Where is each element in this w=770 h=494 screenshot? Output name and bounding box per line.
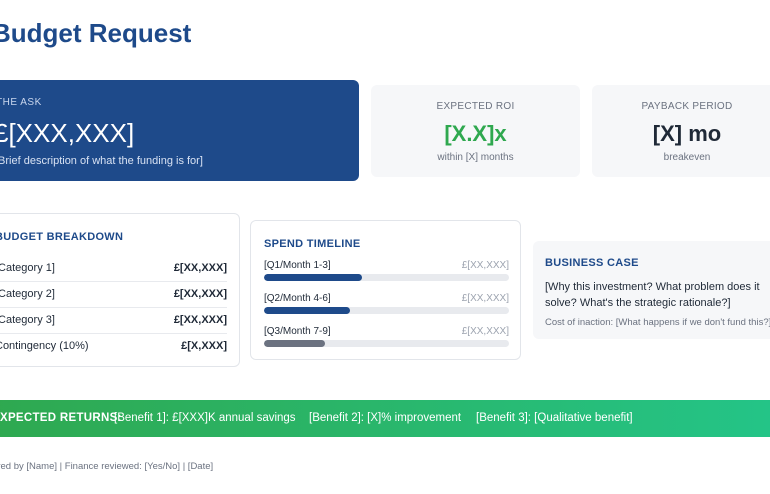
roi-card: EXPECTED ROI [X.X]x within [X] months (371, 85, 580, 177)
budget-breakdown-title: BUDGET BREAKDOWN (0, 231, 124, 243)
page-title: Budget Request (0, 18, 192, 48)
breakdown-amount: £[XX,XXX] (173, 262, 227, 274)
timeline-period: [Q2/Month 4-6] (264, 293, 331, 304)
timeline-bar-track (264, 274, 509, 281)
benefit-item: [Benefit 2]: [X]% improvement (309, 412, 462, 424)
timeline-row: [Q2/Month 4-6] £[XX,XXX] (264, 293, 509, 319)
payback-label: PAYBACK PERIOD (641, 101, 733, 112)
timeline-amount: £[XX,XXX] (461, 326, 509, 337)
business-case-card: BUSINESS CASE [Why this investment? What… (533, 241, 770, 339)
breakdown-row: Contingency (10%) £[X,XXX] (0, 334, 227, 360)
breakdown-amount: £[XX,XXX] (173, 314, 227, 326)
payback-subtext: breakeven (663, 152, 711, 163)
breakdown-row: [Category 1] £[XX,XXX] (0, 256, 227, 282)
payback-card: PAYBACK PERIOD [X] mo breakeven (592, 85, 770, 177)
spend-timeline-title: SPEND TIMELINE (264, 238, 361, 250)
spend-timeline-card: SPEND TIMELINE [Q1/Month 1-3] £[XX,XXX] … (250, 220, 521, 360)
business-case-text: [Why this investment? What problem does … (545, 281, 760, 309)
timeline-bar-fill (264, 307, 350, 314)
ask-description: [Brief description of what the funding i… (0, 155, 203, 167)
timeline-bar-fill (264, 340, 326, 347)
benefit-item: [Benefit 1]: £[XXX]K annual savings (114, 412, 296, 424)
timeline-bar-fill (264, 274, 362, 281)
breakdown-amount: £[X,XXX] (181, 340, 227, 352)
benefit-item: [Benefit 3]: [Qualitative benefit] (476, 412, 633, 424)
roi-subtext: within [X] months (437, 152, 514, 163)
timeline-bar-track (264, 307, 509, 314)
payback-value: [X] mo (652, 121, 722, 146)
breakdown-amount: £[XX,XXX] (173, 288, 227, 300)
roi-value: [X.X]x (444, 121, 507, 146)
expected-returns-label: EXPECTED RETURNS: (0, 412, 122, 424)
breakdown-label: [Category 2] (0, 288, 55, 300)
breakdown-row: [Category 2] £[XX,XXX] (0, 282, 227, 308)
budget-breakdown-card: BUDGET BREAKDOWN [Category 1] £[XX,XXX] … (0, 213, 240, 367)
expected-returns-banner: EXPECTED RETURNS: [Benefit 1]: £[XXX]K a… (0, 400, 770, 437)
timeline-amount: £[XX,XXX] (461, 293, 509, 304)
roi-label: EXPECTED ROI (436, 101, 515, 112)
ask-amount: £[XXX,XXX] (0, 118, 135, 148)
timeline-bar-track (264, 340, 509, 347)
breakdown-label: [Category 1] (0, 262, 55, 274)
timeline-row: [Q3/Month 7-9] £[XX,XXX] (264, 326, 509, 352)
ask-label: THE ASK (0, 97, 42, 108)
breakdown-label: [Category 3] (0, 314, 55, 326)
timeline-row: [Q1/Month 1-3] £[XX,XXX] (264, 260, 509, 286)
breakdown-label: Contingency (10%) (0, 340, 89, 352)
timeline-period: [Q1/Month 1-3] (264, 260, 331, 271)
timeline-period: [Q3/Month 7-9] (264, 326, 331, 337)
timeline-amount: £[XX,XXX] (461, 260, 509, 271)
business-case-title: BUSINESS CASE (545, 257, 639, 269)
cost-of-inaction-note: Cost of inaction: [What happens if we do… (545, 317, 770, 328)
footer-note: Prepared by [Name] | Finance reviewed: [… (0, 461, 214, 472)
ask-card: THE ASK £[XXX,XXX] [Brief description of… (0, 80, 359, 181)
breakdown-row: [Category 3] £[XX,XXX] (0, 308, 227, 334)
